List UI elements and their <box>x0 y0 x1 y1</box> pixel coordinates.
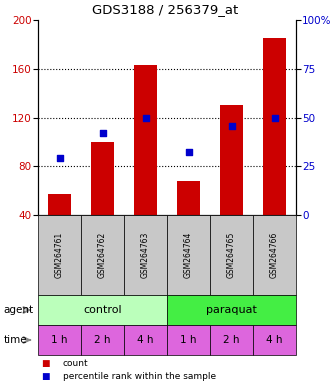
Text: paraquat: paraquat <box>206 305 257 315</box>
Text: ■: ■ <box>41 372 50 381</box>
Bar <box>263 38 286 215</box>
Text: percentile rank within the sample: percentile rank within the sample <box>63 372 216 381</box>
Bar <box>177 181 200 215</box>
Point <box>229 123 234 129</box>
Text: 4 h: 4 h <box>137 335 154 345</box>
Text: GSM264765: GSM264765 <box>227 232 236 278</box>
Text: count: count <box>63 359 88 367</box>
Text: time: time <box>3 335 27 345</box>
Text: control: control <box>83 305 122 315</box>
Text: 2 h: 2 h <box>94 335 111 345</box>
Bar <box>134 65 157 215</box>
Bar <box>48 194 71 215</box>
Text: 1 h: 1 h <box>180 335 197 345</box>
Point <box>100 130 105 136</box>
Point <box>57 155 62 161</box>
Text: agent: agent <box>3 305 33 315</box>
Text: 1 h: 1 h <box>51 335 68 345</box>
Text: GSM264766: GSM264766 <box>270 232 279 278</box>
Text: 4 h: 4 h <box>266 335 283 345</box>
Bar <box>220 105 243 215</box>
Bar <box>91 142 114 215</box>
Point <box>272 114 277 121</box>
Point <box>186 149 191 155</box>
Text: 2 h: 2 h <box>223 335 240 345</box>
Point <box>143 114 148 121</box>
Text: GSM264762: GSM264762 <box>98 232 107 278</box>
Text: GSM264764: GSM264764 <box>184 232 193 278</box>
Text: GSM264761: GSM264761 <box>55 232 64 278</box>
Text: GDS3188 / 256379_at: GDS3188 / 256379_at <box>92 3 239 16</box>
Text: GSM264763: GSM264763 <box>141 232 150 278</box>
Text: ■: ■ <box>41 359 50 367</box>
